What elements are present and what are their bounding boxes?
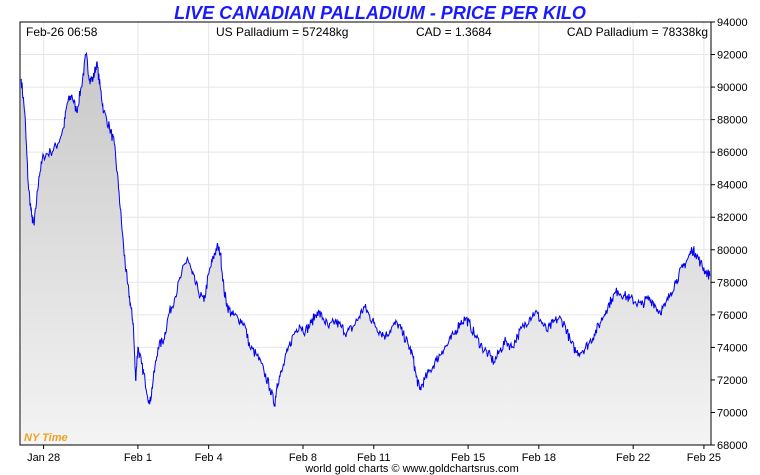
x-tick-label: Feb 1 [124, 452, 152, 464]
x-tick-label: Feb 11 [357, 452, 390, 464]
x-tick-label: Feb 4 [195, 452, 223, 464]
y-tick-label: 74000 [717, 342, 748, 354]
footer-credit: world gold charts © www.goldchartsrus.co… [304, 463, 519, 475]
y-tick-label: 70000 [717, 407, 748, 419]
x-tick-label: Feb 18 [522, 452, 556, 464]
y-tick-label: 90000 [717, 82, 748, 94]
x-tick-label: Jan 28 [27, 452, 60, 464]
y-tick-label: 72000 [717, 375, 748, 387]
price-area [21, 53, 710, 445]
y-tick-label: 86000 [717, 147, 748, 159]
us-price: US Palladium = 57248kg [216, 25, 348, 39]
x-tick-label: Feb 8 [289, 452, 317, 464]
y-tick-label: 92000 [717, 50, 748, 62]
x-tick-label: Feb 25 [687, 452, 721, 464]
y-tick-label: 76000 [717, 310, 748, 322]
cad-rate: CAD = 1.3684 [416, 25, 492, 39]
plot-frame [19, 21, 712, 446]
y-tick-label: 78000 [717, 277, 748, 289]
x-axis: Jan 28 Feb 1 Feb 4 Feb 8 Feb 11 Feb 15 Feb 18 F… [27, 445, 721, 464]
y-tick-label: 80000 [717, 245, 748, 257]
x-tick-label: Feb 22 [616, 452, 650, 464]
y-tick-label: 88000 [717, 115, 748, 127]
y-tick-label: 84000 [717, 180, 748, 192]
cad-price: CAD Palladium = 78338kg [567, 25, 708, 39]
chart-title: LIVE CANADIAN PALLADIUM - PRICE PER KILO [174, 3, 586, 23]
y-axis: 94000 92000 90000 88000 86000 84000 82000 80000… [711, 17, 748, 452]
y-tick-label: 94000 [717, 17, 748, 29]
timezone-label: NY Time [24, 432, 68, 444]
x-tick-label: Feb 15 [451, 452, 485, 464]
y-tick-label: 82000 [717, 212, 748, 224]
price-line [20, 51, 711, 408]
y-tick-label: 68000 [717, 440, 748, 452]
timestamp: Feb-26 06:58 [26, 25, 98, 39]
